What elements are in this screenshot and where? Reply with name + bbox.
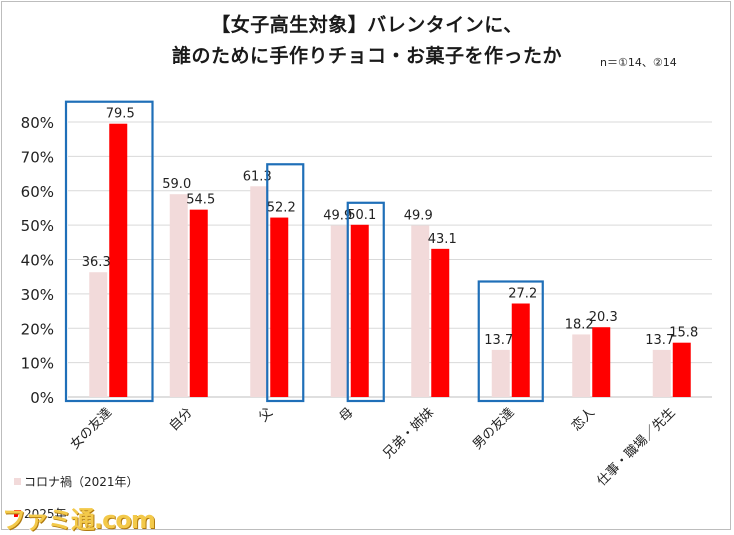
data-label: 20.3 [589,310,618,325]
bar-2025 [511,303,530,397]
bar-2025 [189,209,208,397]
data-label: 79.5 [106,107,135,122]
x-tick-label: 男の友達 [469,405,517,453]
y-tick-label: 20% [21,320,54,338]
data-label: 27.2 [508,287,537,302]
legend-swatch-2021 [14,478,21,485]
highlight-box [346,201,385,403]
data-label: 13.7 [484,333,513,348]
data-label: 15.8 [669,326,698,341]
highlight-box [266,163,305,403]
data-label: 59.0 [162,177,191,192]
bar-2021 [572,334,591,397]
x-tick-label: 兄弟・姉妹 [380,405,437,462]
data-label: 52.2 [267,201,296,216]
data-label: 49.9 [323,208,352,223]
data-label: 49.9 [404,208,433,223]
data-label: 54.5 [186,193,215,208]
data-label: 18.2 [565,317,594,332]
bar-2025 [270,217,289,397]
bar-2021 [491,349,510,397]
watermark-logo: ファミ通.com [2,506,156,534]
legend-label-2021: コロナ禍（2021年） [24,475,139,489]
bar-2025 [592,327,611,397]
x-tick-label: 仕事・職場／先生 [594,405,678,489]
bar-2021 [89,272,108,397]
y-tick-label: 70% [21,148,54,166]
y-tick-label: 80% [21,114,54,132]
data-label: 61.3 [243,169,272,184]
y-tick-label: 50% [21,217,54,235]
highlight-box [477,280,544,403]
data-label: 43.1 [428,232,457,247]
bar-2025 [431,248,450,397]
y-tick-label: 40% [21,252,54,270]
x-tick-label: 女の友達 [67,405,115,453]
y-tick-label: 10% [21,355,54,373]
legend-item-2021: コロナ禍（2021年） [14,473,139,490]
bar-2021 [250,186,269,397]
bar-2021 [652,349,671,397]
highlight-box [64,100,154,403]
bar-2021 [169,194,188,397]
data-label: 36.3 [82,255,111,270]
x-tick-label: 恋人 [568,405,598,435]
bar-2025 [672,342,691,397]
bar-2025 [109,123,128,397]
legend-item-2025: 2025年 [14,505,67,522]
y-tick-label: 0% [30,389,54,407]
data-label: 50.1 [347,208,376,223]
x-tick-label: 父 [256,405,276,425]
y-tick-label: 60% [21,183,54,201]
data-label: 13.7 [645,333,674,348]
x-tick-label: 自分 [167,405,196,434]
sample-size-note: n＝①14、②14 [600,56,677,69]
legend-label-2025: 2025年 [24,507,67,521]
bar-2021 [411,225,430,397]
legend-swatch-2025 [14,510,21,517]
bar-2025 [350,224,369,397]
x-tick-label: 母 [337,405,357,425]
y-tick-label: 30% [21,286,54,304]
bar-2021 [330,225,349,397]
chart-title-line2: 誰のために手作りチョコ・お菓子を作ったか [171,45,562,67]
chart-title-line1: 【女子高生対象】バレンタインに、 [211,14,523,36]
